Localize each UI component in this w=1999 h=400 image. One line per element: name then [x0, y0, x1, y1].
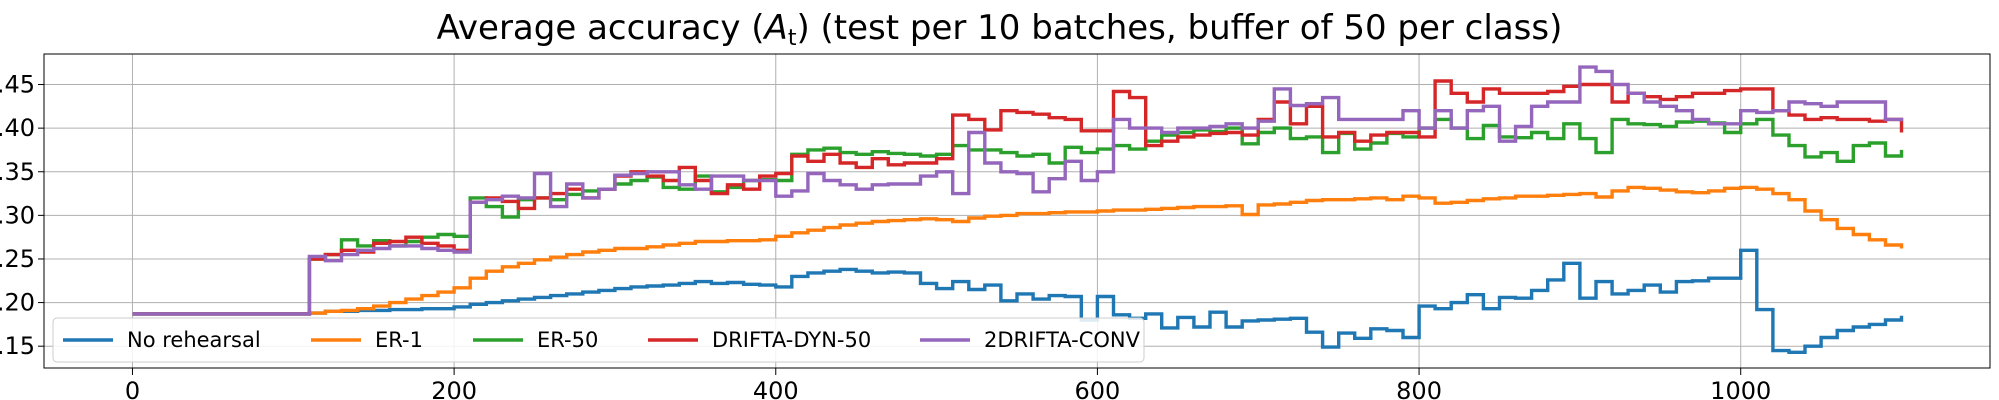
x-tick-label: 800	[1396, 377, 1442, 400]
legend: No rehearsal ER-1 ER-50 DRIFTA-DYN-50 2DRIFT…	[52, 317, 1145, 363]
legend-label-drifta-dyn-50: DRIFTA-DYN-50	[712, 328, 871, 352]
legend-box	[52, 317, 1145, 363]
y-tick-label: .30	[0, 201, 35, 229]
y-tick-label: .40	[0, 114, 35, 142]
legend-label-er-1: ER-1	[375, 328, 423, 352]
series-line-drifta-dyn-50	[132, 79, 1904, 316]
y-tick-label: .25	[0, 245, 35, 273]
y-tick-label: .20	[0, 289, 35, 317]
series-line-no-rehearsal	[132, 248, 1904, 354]
series-line-2drifta-conv	[132, 65, 1904, 316]
series-group	[132, 65, 1904, 354]
legend-label-no-rehearsal: No rehearsal	[127, 328, 261, 352]
x-tick-label: 200	[431, 377, 477, 400]
chart-title-suffix: ) (test per 10 batches, buffer of 50 per…	[796, 8, 1563, 48]
axes-frame	[43, 53, 1991, 369]
chart-title-prefix: Average accuracy (	[436, 8, 765, 48]
chart-title: Average accuracy (At) (test per 10 batch…	[0, 8, 1999, 51]
x-tick-label: 600	[1075, 377, 1121, 400]
x-tick-label: 1000	[1710, 377, 1771, 400]
legend-label-2drifta-conv: 2DRIFTA-CONV	[984, 328, 1141, 352]
series-line-er-50	[132, 117, 1904, 316]
y-tick-label: .35	[0, 158, 35, 186]
legend-label-er-50: ER-50	[537, 328, 598, 352]
y-tick-label: .45	[0, 71, 35, 99]
tick-group: 0 200 400 600 800 1000 .15 .20 .25 .30 .35 .40 .45	[0, 71, 1771, 400]
series-line-er-1	[132, 185, 1904, 316]
chart-title-variable: A	[764, 8, 788, 48]
chart-title-subscript: t	[787, 26, 797, 51]
x-tick-label: 400	[753, 377, 799, 400]
x-tick-label: 0	[125, 377, 140, 400]
y-tick-label: .15	[0, 332, 35, 360]
